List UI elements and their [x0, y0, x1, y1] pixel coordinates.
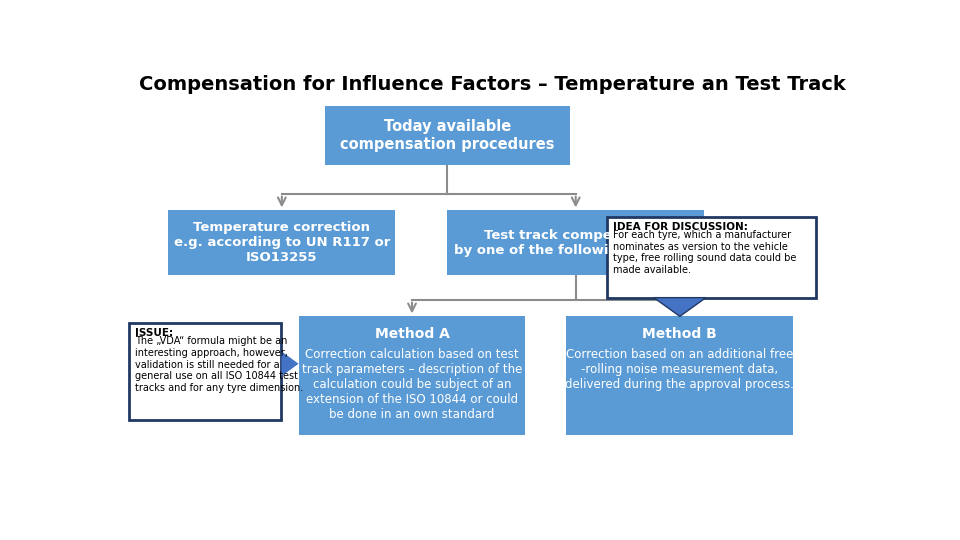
Text: Method A: Method A	[374, 327, 449, 341]
Text: Method B: Method B	[642, 327, 717, 341]
Text: IDEA FOR DISCUSSION:: IDEA FOR DISCUSSION:	[613, 221, 748, 232]
Polygon shape	[281, 352, 299, 376]
Text: Today available
compensation procedures: Today available compensation procedures	[340, 119, 555, 152]
Text: ISSUE:: ISSUE:	[134, 328, 173, 338]
Text: Compensation for Influence Factors – Temperature an Test Track: Compensation for Influence Factors – Tem…	[138, 75, 846, 94]
FancyBboxPatch shape	[608, 217, 816, 298]
Polygon shape	[654, 298, 706, 316]
FancyBboxPatch shape	[447, 210, 704, 275]
Text: Correction based on an additional free
-rolling noise measurement data,
delivere: Correction based on an additional free -…	[565, 348, 794, 390]
Text: Correction calculation based on test
track parameters – description of the
calcu: Correction calculation based on test tra…	[301, 348, 522, 421]
FancyBboxPatch shape	[129, 322, 281, 420]
Text: For each tyre, which a manufacturer
nominates as version to the vehicle
type, fr: For each tyre, which a manufacturer nomi…	[613, 230, 797, 275]
FancyBboxPatch shape	[168, 210, 396, 275]
Text: Temperature correction
e.g. according to UN R117 or
ISO13255: Temperature correction e.g. according to…	[174, 221, 390, 264]
FancyBboxPatch shape	[324, 106, 570, 165]
Text: The „VDA“ formula might be an
interesting approach, however,
validation is still: The „VDA“ formula might be an interestin…	[134, 336, 303, 393]
Text: Test track compensation
by one of the following methods: Test track compensation by one of the fo…	[454, 228, 697, 256]
FancyBboxPatch shape	[566, 316, 793, 435]
FancyBboxPatch shape	[299, 316, 525, 435]
